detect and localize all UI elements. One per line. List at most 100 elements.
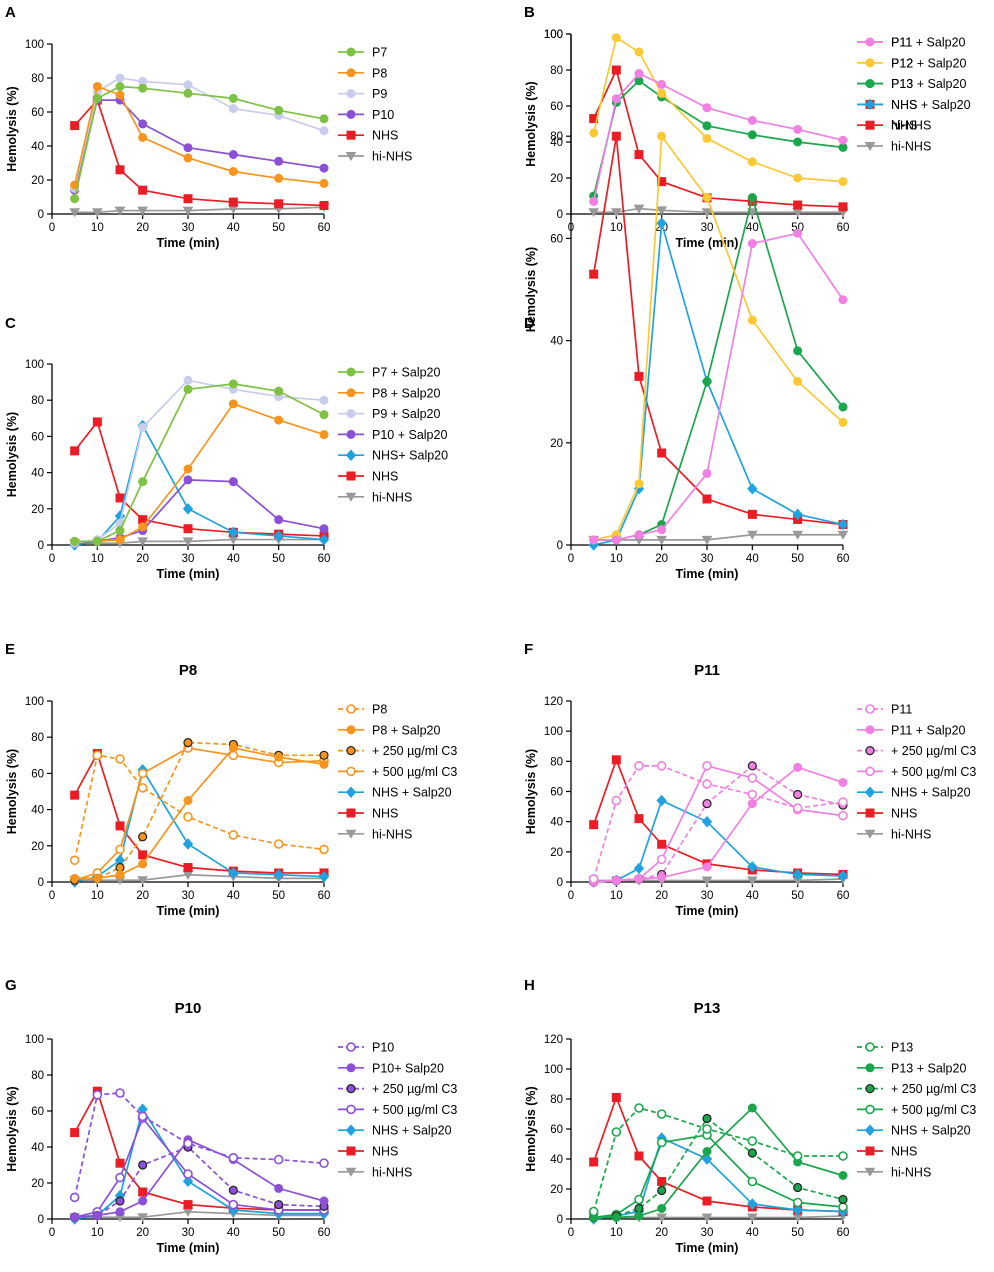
- data-point: [634, 1103, 644, 1113]
- legend-label: P11: [891, 703, 912, 717]
- data-point: [183, 738, 193, 748]
- data-point: [657, 131, 667, 141]
- data-point: [792, 508, 803, 521]
- x-tick-label: 30: [182, 1227, 195, 1239]
- data-point: [611, 33, 621, 43]
- x-tick-label: 0: [49, 553, 55, 565]
- data-point: [137, 768, 148, 779]
- legend-marker: [865, 1063, 875, 1073]
- data-point: [115, 870, 125, 880]
- x-tick-label: 30: [701, 890, 714, 902]
- legend-marker: [865, 808, 875, 818]
- x-axis-label: Time (min): [676, 236, 739, 250]
- series-line: [593, 1136, 844, 1220]
- data-point: [138, 1187, 148, 1197]
- legend-label: NHS + Salp20: [891, 1124, 971, 1138]
- data-point: [747, 509, 757, 519]
- series-p8-salp20: [70, 399, 329, 546]
- series-p7-salp20: [70, 379, 329, 546]
- x-tick-label: 10: [91, 222, 104, 234]
- y-axis-label: Hemolysis (%): [524, 81, 538, 166]
- data-point: [634, 150, 644, 160]
- series-line: [74, 741, 324, 882]
- legend-label: hi-NHS: [372, 1165, 412, 1179]
- x-tick-label: 20: [655, 890, 668, 902]
- legend: P11 + Salp20 P12 + Salp20 P13 + Salp20 NHS …: [857, 36, 971, 154]
- data-point: [274, 199, 284, 209]
- series-500-g-ml-c3: [588, 1130, 848, 1223]
- y-tick-label: 80: [31, 395, 44, 407]
- data-point: [92, 873, 102, 883]
- data-point: [657, 839, 667, 849]
- series-line: [74, 423, 325, 546]
- legend-label: P11 + Salp20: [891, 36, 966, 50]
- legend-marker: [346, 429, 356, 439]
- data-point: [792, 1197, 803, 1208]
- data-point: [319, 163, 329, 173]
- legend-marker: [865, 704, 875, 714]
- data-point: [319, 1158, 329, 1168]
- legend-marker: [346, 704, 356, 714]
- data-point: [228, 1153, 239, 1163]
- legend-marker: [345, 449, 357, 461]
- legend-label: P10: [372, 1041, 394, 1055]
- data-point: [838, 1194, 848, 1205]
- legend-label: hi-NHS: [891, 1165, 931, 1179]
- data-point: [138, 185, 148, 195]
- series-250-g-ml-c3: [70, 738, 329, 885]
- series-line: [592, 765, 844, 880]
- x-tick-label: 60: [837, 890, 850, 902]
- data-point: [792, 1204, 803, 1216]
- panel-letter: D: [524, 315, 535, 332]
- data-point: [183, 1200, 193, 1210]
- data-point: [273, 869, 284, 881]
- data-point: [183, 1169, 193, 1179]
- y-tick-label: 100: [544, 1064, 563, 1076]
- series-line: [73, 754, 325, 861]
- data-point: [702, 1147, 712, 1156]
- legend-label: hi-NHS: [372, 490, 412, 504]
- data-point: [183, 143, 193, 153]
- legend-marker: [346, 766, 356, 777]
- legend-label: P8: [372, 703, 387, 717]
- x-tick-label: 40: [227, 890, 240, 902]
- y-tick-label: 100: [544, 29, 563, 41]
- legend-marker: [346, 109, 356, 119]
- data-point: [838, 1202, 848, 1212]
- series-line: [74, 98, 325, 207]
- legend-label: P10+ Salp20: [372, 1061, 444, 1075]
- x-tick-label: 50: [272, 222, 285, 234]
- legend-label: + 250 µg/ml C3: [891, 744, 976, 758]
- x-tick-label: 60: [318, 222, 331, 234]
- legend-label: NHS: [372, 1145, 398, 1159]
- legend-marker: [345, 786, 357, 798]
- legend-label: + 500 µg/ml C3: [372, 765, 457, 779]
- data-point: [747, 239, 757, 249]
- legend-label: hi-NHS: [891, 140, 931, 154]
- series-line: [592, 136, 844, 526]
- x-tick-label: 50: [272, 1227, 285, 1239]
- series-line: [74, 383, 325, 543]
- data-point: [611, 94, 621, 104]
- x-axis-label: Time (min): [157, 236, 220, 250]
- legend-label: P11 + Salp20: [891, 723, 966, 737]
- x-tick-label: 40: [746, 222, 759, 234]
- data-point: [634, 530, 644, 540]
- data-point: [702, 1124, 712, 1134]
- y-tick-label: 0: [557, 540, 563, 552]
- x-tick-label: 40: [746, 890, 759, 902]
- series-p11-salp20: [589, 762, 848, 887]
- data-point: [115, 1158, 125, 1168]
- data-point: [838, 135, 848, 145]
- data-point: [69, 855, 80, 866]
- data-point: [183, 88, 193, 98]
- legend-marker: [346, 745, 356, 756]
- data-point: [610, 208, 622, 218]
- legend-label: P13: [891, 77, 913, 91]
- series-p8-salp20: [70, 743, 329, 883]
- data-point: [746, 1213, 758, 1223]
- series-line: [593, 232, 844, 541]
- data-point: [115, 1088, 125, 1098]
- legend-label: hi-NHS: [372, 150, 412, 164]
